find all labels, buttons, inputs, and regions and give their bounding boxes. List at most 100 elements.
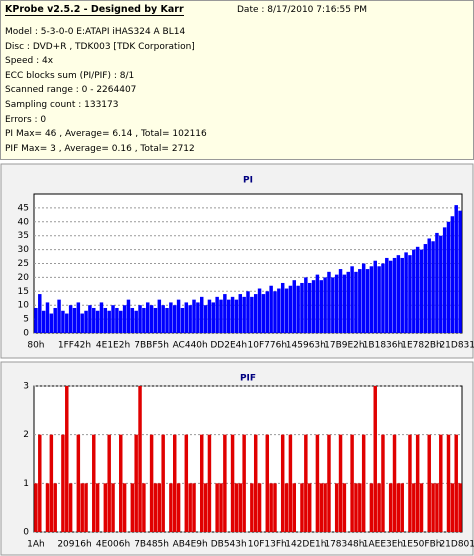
x-tick-label: 4E1E2h: [96, 341, 130, 351]
bar: [446, 434, 451, 532]
bar: [219, 299, 223, 333]
bar: [265, 434, 270, 532]
bar: [415, 246, 420, 333]
bar: [431, 241, 435, 333]
bar: [173, 434, 177, 532]
bar: [419, 483, 424, 532]
bar: [180, 307, 185, 333]
bar: [315, 434, 320, 532]
bar: [412, 249, 416, 333]
bar: [199, 434, 204, 532]
bar: [169, 302, 173, 333]
bar: [103, 483, 108, 532]
bar: [122, 305, 127, 333]
bar: [34, 483, 38, 532]
bar: [119, 434, 123, 532]
bar: [354, 271, 358, 333]
bar: [103, 307, 108, 333]
bar: [207, 299, 212, 333]
y-tick-label: 1: [23, 479, 29, 489]
bar: [38, 294, 42, 333]
bar: [57, 299, 61, 333]
bar: [435, 483, 439, 532]
bar: [377, 483, 381, 532]
bar: [361, 263, 366, 333]
bar: [234, 299, 239, 333]
bar: [450, 483, 455, 532]
bar: [319, 483, 323, 532]
bar: [338, 269, 343, 333]
bar: [99, 302, 104, 333]
bar: [84, 310, 88, 333]
bar: [439, 434, 443, 532]
bar: [400, 257, 404, 333]
bar: [412, 483, 416, 532]
x-tick-label: 145963h: [286, 341, 326, 351]
y-tick-label: 45: [18, 203, 29, 213]
bar: [377, 266, 381, 333]
bar: [230, 434, 235, 532]
bar: [269, 483, 273, 532]
x-tick-label: 21D831h: [439, 341, 474, 351]
bar: [176, 299, 181, 333]
bar: [115, 307, 119, 333]
x-tick-label: 1E50FBh: [402, 540, 442, 550]
x-tick-label: 4E006h: [96, 540, 130, 550]
y-tick-label: 3: [23, 382, 29, 392]
x-tick-label: 1FF42h: [58, 341, 91, 351]
bar: [269, 285, 273, 333]
info-line: Speed : 4x: [5, 56, 54, 67]
bar: [427, 434, 431, 532]
bar: [361, 434, 366, 532]
y-tick-label: 35: [18, 231, 29, 241]
bar: [423, 244, 428, 333]
bar: [307, 483, 312, 532]
bar: [107, 310, 111, 333]
bar: [261, 294, 266, 333]
info-panel: KProbe v2.5.2 - Designed by Karr Date : …: [0, 0, 474, 160]
bar: [184, 302, 189, 333]
chart-panel: [0, 361, 474, 556]
bar: [192, 483, 196, 532]
bar: [400, 483, 404, 532]
bar: [134, 434, 138, 532]
bar: [369, 483, 374, 532]
bar: [327, 271, 331, 333]
bar: [253, 294, 258, 333]
x-tick-label: 1Ah: [27, 540, 45, 550]
chart-title: PI: [243, 176, 253, 186]
bar: [234, 483, 239, 532]
bar: [92, 434, 96, 532]
bar: [188, 305, 192, 333]
bar: [442, 227, 447, 333]
bar: [334, 274, 339, 333]
bar: [327, 434, 331, 532]
scan-date: Date : 8/17/2010 7:16:55 PM: [237, 5, 368, 15]
bar: [388, 260, 393, 333]
bar: [288, 285, 293, 333]
bar: [404, 252, 408, 333]
bar: [53, 483, 57, 532]
bar: [427, 238, 431, 333]
bar: [419, 249, 424, 333]
bar: [381, 434, 385, 532]
bar: [392, 434, 397, 532]
bar: [257, 483, 262, 532]
bar: [273, 291, 277, 333]
bar: [300, 483, 304, 532]
bar: [223, 434, 227, 532]
bar: [392, 257, 397, 333]
bar: [307, 282, 312, 333]
bar: [199, 296, 204, 333]
bar: [373, 260, 377, 333]
bar: [176, 483, 181, 532]
bar: [226, 299, 231, 333]
x-tick-label: AB4E9h: [173, 540, 208, 550]
bar: [435, 232, 439, 333]
info-line: Model : 5-3-0-0 E:ATAPI iHAS324 A BL14: [5, 27, 186, 37]
bar: [68, 305, 73, 333]
bar: [88, 305, 92, 333]
bar: [454, 434, 458, 532]
bar: [338, 434, 343, 532]
